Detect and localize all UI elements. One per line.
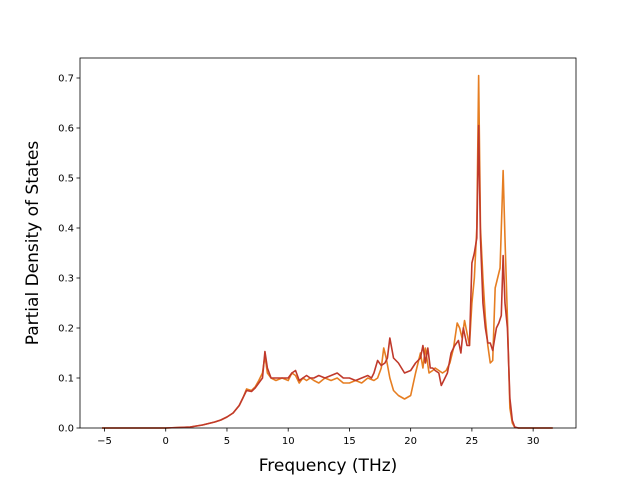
y-tick-label: 0.0 xyxy=(58,424,74,435)
y-tick-label: 0.6 xyxy=(58,124,74,135)
series-line-1 xyxy=(102,74,553,429)
x-axis-label: Frequency (THz) xyxy=(259,456,398,476)
x-tick-label: 20 xyxy=(404,436,417,447)
x-tick-label: 0 xyxy=(163,436,169,447)
series-layer xyxy=(102,74,553,429)
x-tick-label: 5 xyxy=(224,436,230,447)
x-tick-label: 25 xyxy=(466,436,479,447)
y-tick-label: 0.2 xyxy=(58,324,74,335)
x-axis: −5 0 5 10 15 20 25 30 xyxy=(97,428,540,447)
plot-area-frame xyxy=(79,57,577,429)
y-tick-label: 0.4 xyxy=(58,224,74,235)
y-axis: 0.0 0.1 0.2 0.3 0.4 0.5 0.6 0.7 xyxy=(58,74,80,435)
y-axis-label: Partial Density of States xyxy=(23,141,43,346)
x-tick-label: 30 xyxy=(527,436,540,447)
y-tick-label: 0.3 xyxy=(58,274,74,285)
y-tick-label: 0.7 xyxy=(58,74,74,85)
x-tick-label: 10 xyxy=(282,436,295,447)
y-tick-label: 0.5 xyxy=(58,174,74,185)
x-tick-label: −5 xyxy=(97,436,112,447)
x-tick-label: 15 xyxy=(343,436,356,447)
y-tick-label: 0.1 xyxy=(58,374,74,385)
series-line-2 xyxy=(102,124,553,429)
